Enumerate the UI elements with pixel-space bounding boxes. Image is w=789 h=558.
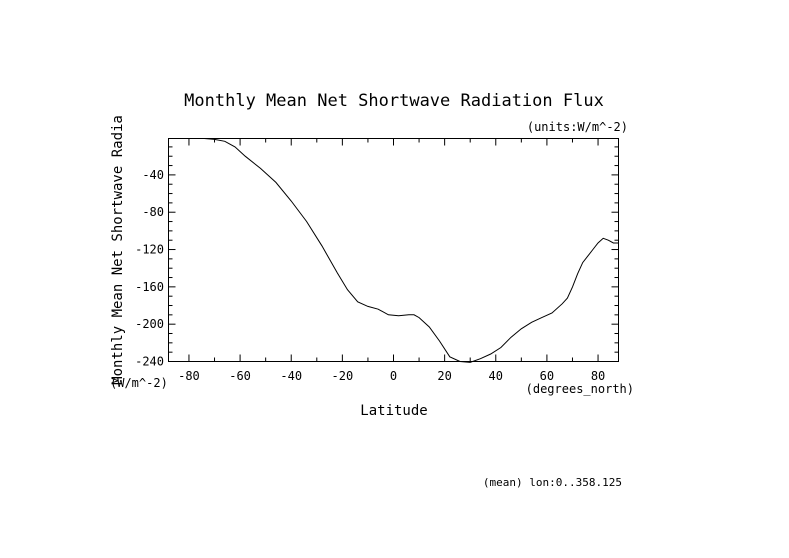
y-axis-units: (W/m^-2)	[110, 376, 168, 390]
x-axis-label: Latitude	[360, 403, 427, 419]
x-axis-units: (degrees_north)	[526, 382, 634, 396]
x-tick-label: -80	[178, 369, 200, 383]
y-tick-label: -200	[135, 317, 164, 331]
axis-ticks	[168, 138, 619, 362]
x-tick-label: 20	[437, 369, 451, 383]
x-tick-labels: -80 -60 -40 -20 0 20 40 60 80	[178, 369, 605, 383]
y-axis-label: Monthly Mean Net Shortwave Radia	[110, 115, 126, 385]
y-tick-label: -160	[135, 280, 164, 294]
footer-note: (mean) lon:0..358.125	[483, 476, 622, 489]
x-tick-label: 40	[489, 369, 503, 383]
x-tick-label: 60	[540, 369, 554, 383]
y-tick-label: -120	[135, 243, 164, 257]
x-tick-label: 0	[390, 369, 397, 383]
plot-frame	[168, 138, 619, 362]
units-label: (units:W/m^-2)	[527, 120, 628, 134]
y-tick-labels: -40 -80 -120 -160 -200 -240	[135, 168, 164, 369]
x-tick-label: 80	[591, 369, 605, 383]
x-tick-label: -20	[332, 369, 354, 383]
x-tick-label: -40	[280, 369, 302, 383]
series-line	[204, 138, 619, 363]
x-tick-label: -60	[229, 369, 251, 383]
y-tick-label: -80	[142, 205, 164, 219]
y-tick-label: -40	[142, 168, 164, 182]
chart-title: Monthly Mean Net Shortwave Radiation Flu…	[184, 91, 604, 111]
y-tick-label: -240	[135, 355, 164, 369]
